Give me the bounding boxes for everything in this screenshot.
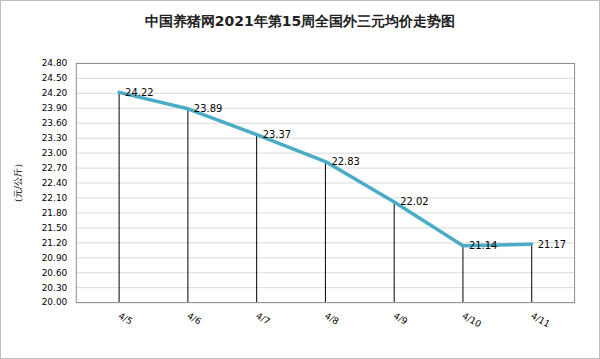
svg-text:（元/公斤）: （元/公斤） [13,159,23,207]
svg-text:20.90: 20.90 [42,253,68,263]
html-text:中国养猪网2021年第15周全国外三元均价走势图: 中国养猪网2021年第15周全国外三元均价走势图 [144,13,456,29]
svg-text:22.10: 22.10 [42,193,68,203]
svg-text:23.90: 23.90 [42,103,68,113]
svg-text:20.60: 20.60 [42,268,68,278]
svg-text:24.22: 24.22 [125,87,154,98]
svg-text:23.37: 23.37 [263,129,292,140]
svg-text:22.70: 22.70 [42,163,68,173]
svg-text:21.50: 21.50 [42,223,68,233]
svg-text:4/11: 4/11 [529,311,551,330]
svg-text:22.02: 22.02 [400,196,429,207]
svg-text:4/9: 4/9 [392,311,410,327]
svg-text:24.20: 24.20 [42,88,68,98]
svg-text:21.14: 21.14 [469,240,498,251]
svg-text:23.00: 23.00 [42,148,68,158]
svg-text:4/5: 4/5 [117,311,134,327]
svg-text:4/8: 4/8 [323,311,341,327]
svg-text:24.50: 24.50 [42,73,68,83]
svg-text:20.00: 20.00 [42,297,68,307]
svg-text:21.80: 21.80 [42,208,68,218]
svg-text:23.60: 23.60 [42,118,68,128]
svg-text:21.20: 21.20 [42,238,68,248]
svg-text:24.80: 24.80 [42,58,68,68]
svg-text:4/10: 4/10 [461,311,484,330]
svg-text:4/7: 4/7 [254,311,271,327]
svg-text:21.17: 21.17 [538,239,566,250]
svg-text:23.30: 23.30 [42,133,68,143]
svg-text:20.30: 20.30 [42,283,68,293]
svg-text:22.40: 22.40 [42,178,68,188]
svg-text:23.89: 23.89 [194,103,222,114]
svg-text:4/6: 4/6 [185,311,203,327]
svg-text:22.83: 22.83 [331,156,360,167]
